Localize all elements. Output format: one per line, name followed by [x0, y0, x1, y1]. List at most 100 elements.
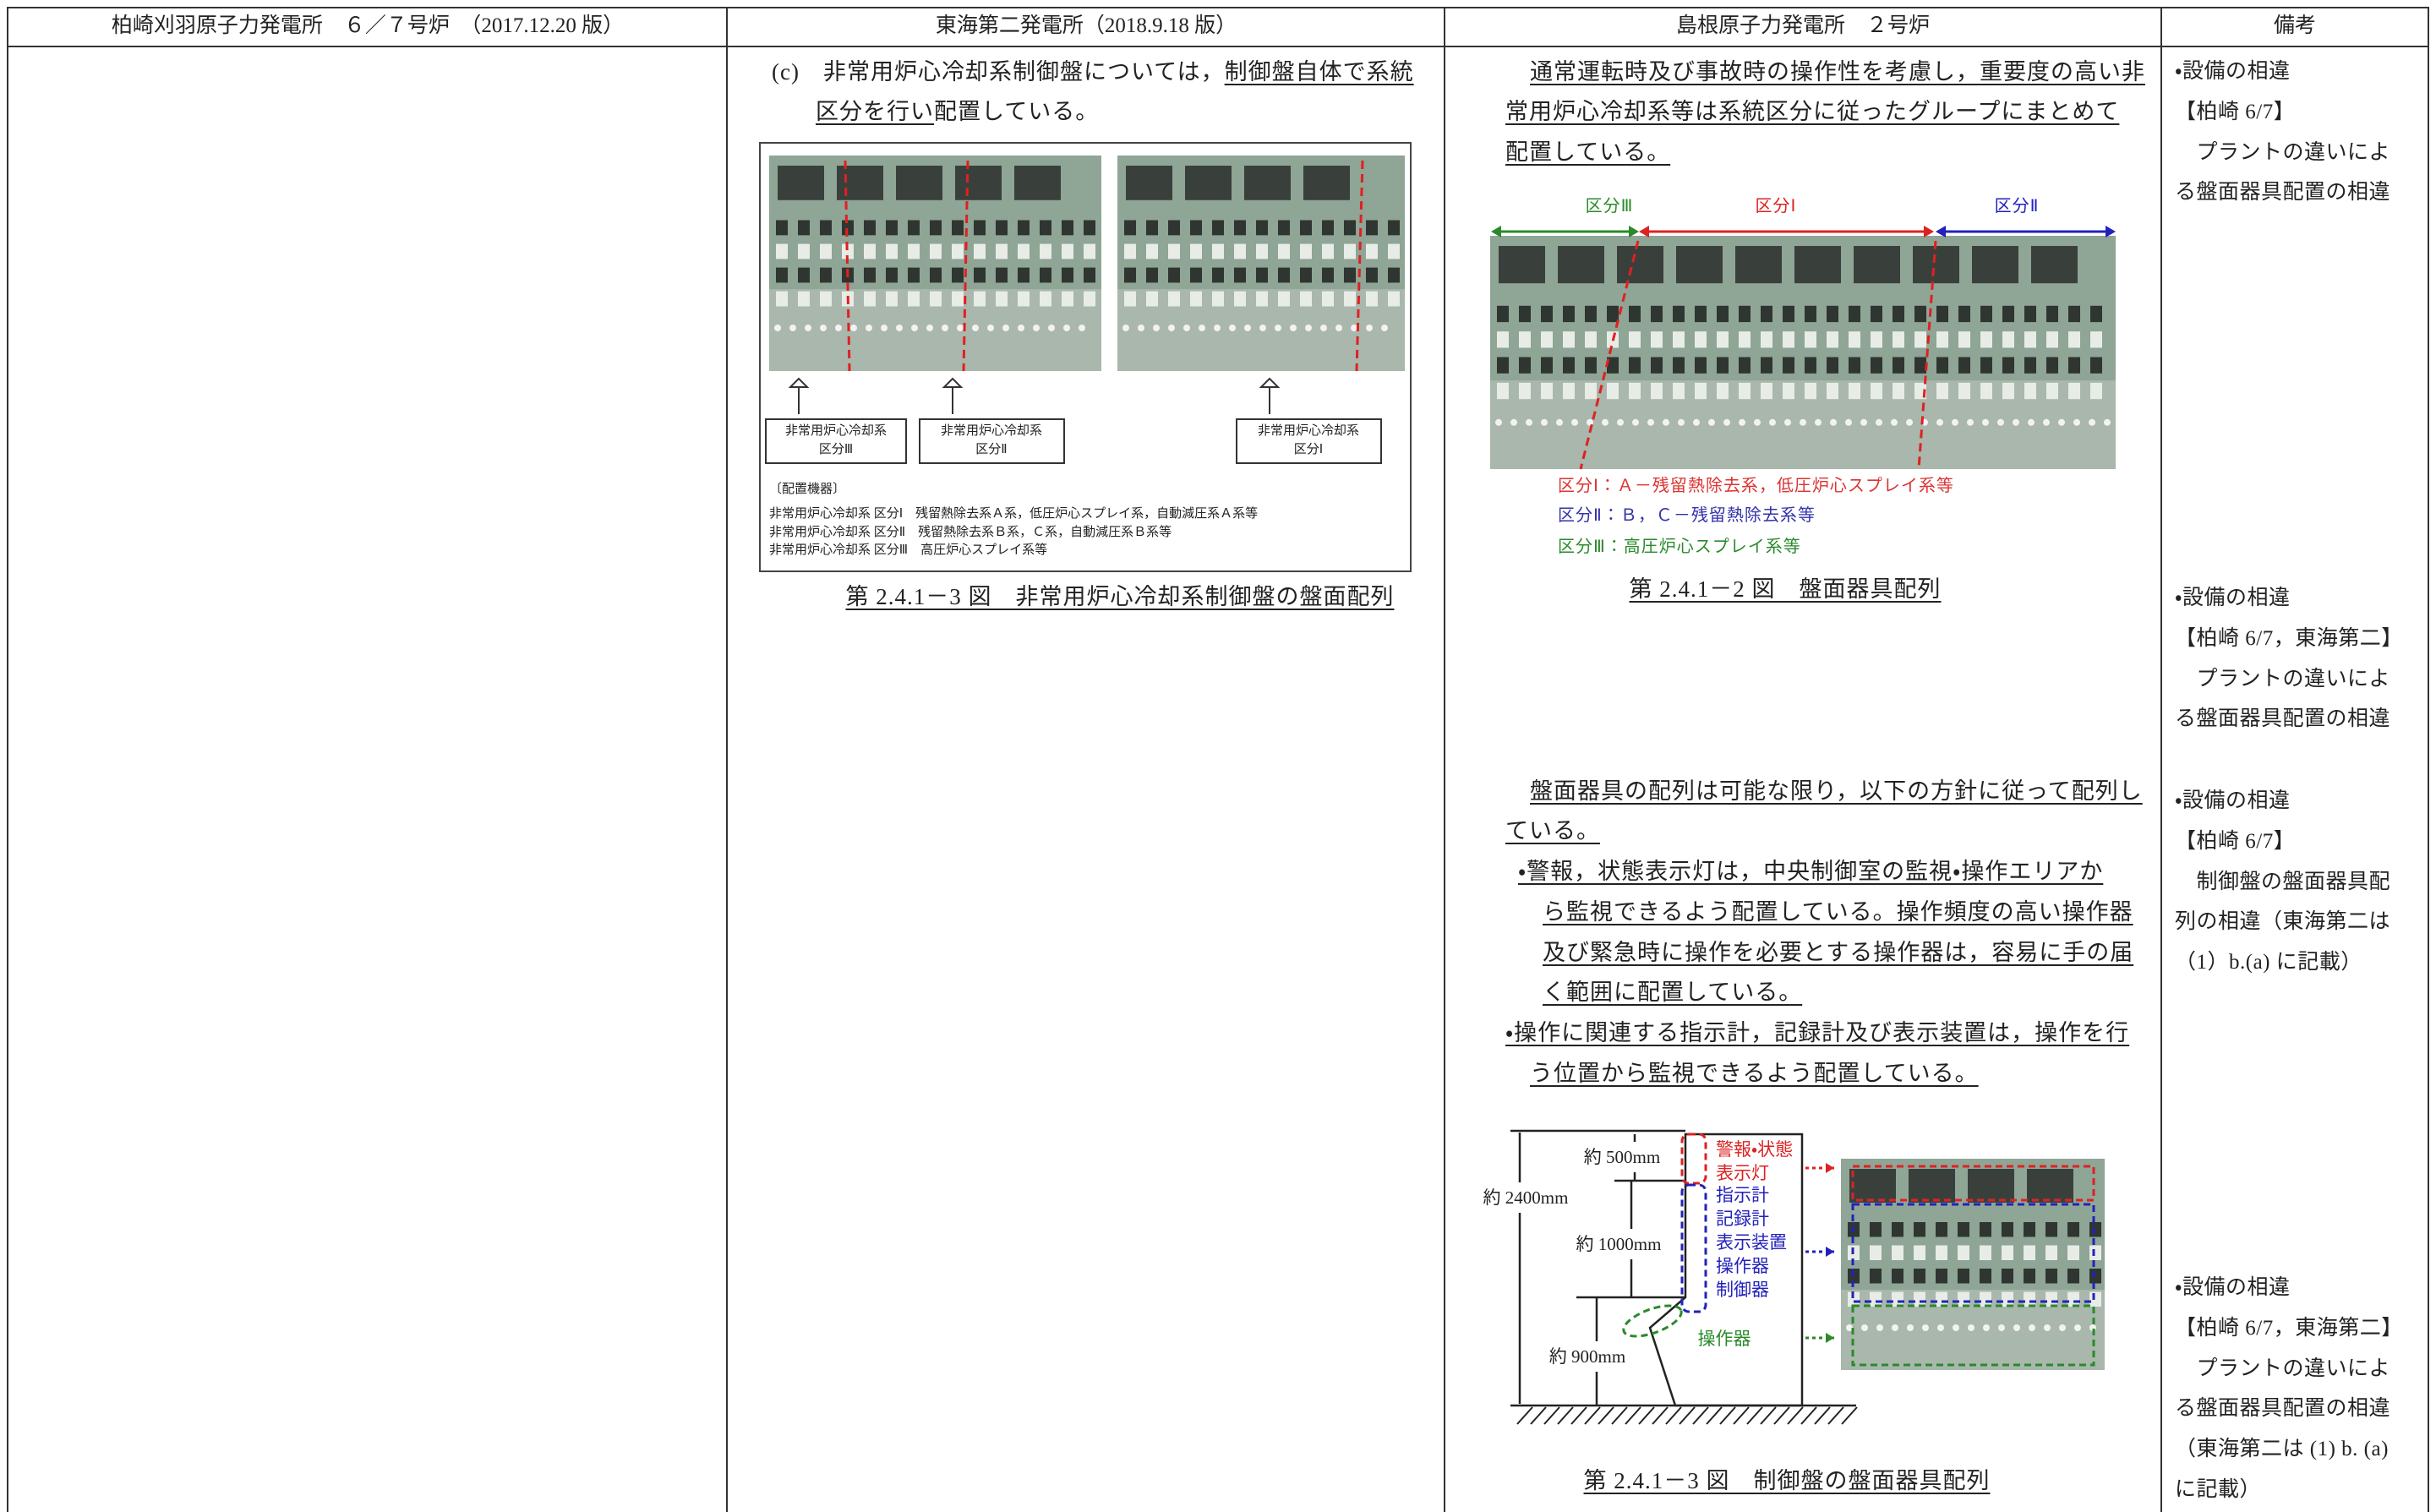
instrument	[1980, 1269, 1991, 1284]
annunciator	[1849, 1169, 1896, 1203]
instrument	[2068, 331, 2080, 348]
instrument	[1124, 291, 1136, 307]
switch	[805, 325, 811, 331]
switch	[1830, 418, 1837, 426]
instrument	[2046, 305, 2058, 323]
switch	[1290, 325, 1297, 331]
switch	[1048, 325, 1055, 331]
paragraph-line: ら監視できるよう配置している。操作頻度の高い操作器	[1543, 899, 2133, 925]
instrument	[1541, 382, 1553, 400]
instrument	[2046, 357, 2058, 374]
switch	[1739, 418, 1745, 426]
instrument	[1827, 382, 1838, 400]
instrument	[1190, 243, 1202, 259]
switch	[1602, 418, 1609, 426]
component-label: 表示灯	[1716, 1163, 1769, 1183]
instrument	[1146, 267, 1158, 283]
instrument	[1761, 305, 1772, 323]
instrument	[1827, 305, 1838, 323]
switch	[2073, 418, 2080, 426]
tokai-arrows	[765, 377, 1382, 464]
arrow	[788, 377, 810, 414]
instrument	[2046, 382, 2058, 400]
instrument	[1651, 305, 1663, 323]
instrument	[1607, 305, 1619, 323]
instrument	[1958, 382, 1970, 400]
instrument	[1084, 291, 1095, 307]
instrument	[1190, 291, 1202, 307]
remark-line: 【柏崎 6/7，東海第二】	[2175, 1316, 2403, 1340]
instrument	[2089, 1269, 2101, 1284]
instrument	[2068, 382, 2080, 400]
paragraph-line: ・操作に関連する指示計，記録計及び表示装置は，操作を行	[1505, 1020, 2130, 1045]
instrument	[1124, 243, 1136, 259]
hatch-line	[1773, 1406, 1790, 1425]
hatch-line	[1638, 1406, 1655, 1425]
instrument	[974, 291, 986, 307]
zone-blue	[1680, 1183, 1707, 1313]
switch	[1952, 418, 1958, 426]
annunciator	[778, 166, 824, 200]
instrument	[864, 291, 876, 307]
instrument	[974, 267, 986, 283]
instrument	[1366, 267, 1378, 283]
instrument	[908, 291, 920, 307]
paragraph-line: ている。	[1505, 818, 1600, 843]
switch	[1907, 1324, 1914, 1331]
switch	[835, 325, 842, 331]
instrument	[1388, 220, 1400, 236]
remark-line: ・設備の相違	[2175, 789, 2291, 812]
instrument	[776, 243, 788, 259]
instrument	[1541, 305, 1553, 323]
instrument	[1980, 357, 1992, 374]
figure-caption: 第 2.4.1－3 図 非常用炉心冷却系制御盤の盤面配列	[845, 584, 1395, 609]
instrument	[1958, 331, 1970, 348]
instrument	[1084, 267, 1095, 283]
instrument	[1870, 1291, 1882, 1307]
annunciator	[1854, 246, 1900, 284]
instrument	[930, 291, 942, 307]
instrument	[1018, 220, 1030, 236]
instrument	[1739, 305, 1751, 323]
hatch-line	[1814, 1406, 1831, 1425]
hatch-line	[1787, 1406, 1804, 1425]
hatch-line	[1598, 1406, 1614, 1425]
instrument	[1168, 291, 1180, 307]
instrument	[1849, 305, 1860, 323]
switch	[1122, 325, 1129, 331]
instrument	[1783, 331, 1794, 348]
instrument	[1190, 267, 1202, 283]
instrument	[2045, 1222, 2057, 1237]
instrument	[1366, 243, 1378, 259]
instrument	[1146, 220, 1158, 236]
switch	[1335, 325, 1342, 331]
hatch-line	[1679, 1406, 1696, 1425]
instrument	[1958, 1245, 1969, 1260]
remark-line: （東海第二は (1) b. (a)	[2175, 1438, 2389, 1461]
switch	[1587, 418, 1593, 426]
switch	[1876, 418, 1882, 426]
column-header: 東海第二発電所（2018.9.18 版）	[935, 14, 1237, 37]
zone-green	[1622, 1304, 1683, 1338]
instrument	[1124, 220, 1136, 236]
switch	[1663, 418, 1669, 426]
zone-outline	[1851, 1203, 2095, 1303]
instrument	[1278, 267, 1290, 283]
legend-line: 非常用炉心冷却系 区分Ⅱ 残留熱除去系Ｂ系，Ｃ系，自動減圧系Ｂ系等	[769, 526, 1172, 539]
annunciator	[1126, 166, 1172, 200]
legend-line: 非常用炉心冷却系 区分Ⅲ 高圧炉心スプレイ系等	[769, 543, 1048, 557]
instrument	[1629, 305, 1641, 323]
instrument	[1300, 243, 1312, 259]
switch	[1953, 1324, 1959, 1331]
table-border	[7, 7, 2429, 1512]
switch	[1815, 418, 1822, 426]
zone-outline	[1851, 1304, 2095, 1367]
instrument	[842, 220, 854, 236]
instrument	[1673, 305, 1685, 323]
switch	[1002, 325, 1009, 331]
annunciator	[896, 166, 942, 200]
switch	[1800, 418, 1806, 426]
instrument	[2002, 1291, 2013, 1307]
switch	[820, 325, 827, 331]
instrument	[2090, 357, 2102, 374]
